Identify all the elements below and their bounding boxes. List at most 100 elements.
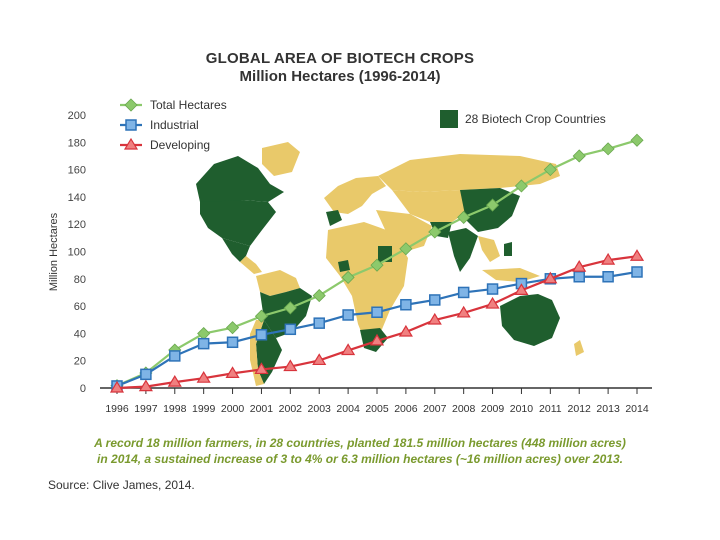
- map-burkina-faso: [338, 260, 350, 272]
- point-total-hectares: [543, 163, 557, 177]
- point-industrial: [573, 271, 585, 283]
- point-industrial: [429, 294, 441, 306]
- point-industrial: [284, 323, 297, 336]
- source-citation: Source: Clive James, 2014.: [48, 478, 195, 492]
- series-developing: [109, 249, 645, 393]
- x-tick-label: 2013: [596, 403, 620, 415]
- record-note-line-2: in 2014, a sustained increase of 3 to 4%…: [97, 452, 623, 466]
- point-developing: [572, 260, 587, 272]
- map-mexico: [222, 238, 250, 262]
- x-tick-label: 1998: [163, 403, 187, 415]
- point-total-hectares: [254, 309, 269, 323]
- point-developing: [427, 312, 442, 325]
- map-legend-label: 28 Biotech Crop Countries: [465, 112, 606, 126]
- y-axis-label: Million Hectares: [48, 212, 60, 291]
- point-total-hectares: [428, 225, 442, 239]
- map-iberia: [326, 210, 342, 226]
- x-tick-label: 1996: [105, 403, 129, 415]
- point-developing: [485, 296, 500, 309]
- point-industrial: [169, 350, 181, 362]
- point-developing: [341, 343, 356, 356]
- y-tick-label: 100: [68, 247, 86, 259]
- map-canada: [196, 156, 284, 204]
- legend-marker-developing: [123, 137, 139, 150]
- point-developing: [167, 374, 182, 387]
- world-map: [196, 142, 584, 386]
- point-total-hectares: [630, 133, 644, 147]
- y-tick-label: 40: [74, 328, 86, 340]
- point-total-hectares: [485, 198, 500, 212]
- point-total-hectares: [197, 326, 211, 341]
- x-tick-label: 2009: [481, 403, 505, 415]
- point-industrial: [602, 271, 614, 283]
- map-central-america: [240, 256, 262, 274]
- point-developing: [456, 305, 471, 318]
- point-industrial: [486, 283, 499, 295]
- x-tick-label: 2012: [568, 403, 592, 415]
- point-industrial: [631, 266, 643, 278]
- point-developing: [312, 353, 327, 366]
- x-tick-label: 2005: [365, 403, 389, 415]
- x-tick-label: 2008: [452, 403, 476, 415]
- y-tick-label: 20: [74, 356, 86, 368]
- point-total-hectares: [370, 258, 384, 272]
- point-total-hectares: [514, 179, 529, 193]
- y-tick-label: 60: [74, 301, 86, 313]
- x-tick-label: 2002: [279, 403, 303, 415]
- map-se-asia: [478, 236, 500, 262]
- point-industrial: [140, 368, 152, 381]
- map-new-zealand: [574, 340, 584, 356]
- map-europe: [324, 176, 386, 214]
- map-brazil: [260, 288, 312, 338]
- point-developing: [138, 379, 153, 392]
- point-total-hectares: [399, 242, 413, 256]
- point-developing: [629, 249, 645, 261]
- point-industrial: [313, 317, 325, 329]
- point-developing: [109, 380, 125, 393]
- chart-axes: 0 20 40 60 80 100 120 140 160 180 200 1996 1997 1998 1…: [48, 110, 652, 415]
- point-developing: [601, 252, 616, 265]
- legend-marker-industrial: [125, 119, 137, 131]
- map-russia: [378, 154, 560, 192]
- point-developing: [398, 324, 413, 337]
- point-total-hectares: [601, 142, 615, 156]
- map-china: [460, 188, 520, 232]
- x-tick-label: 2011: [539, 403, 562, 415]
- point-industrial: [197, 337, 210, 350]
- y-tick-label: 140: [68, 192, 86, 204]
- record-note-line-1: A record 18 million farmers, in 28 count…: [94, 436, 626, 450]
- point-developing: [543, 271, 558, 284]
- legend-label-total-hectares: Total Hectares: [150, 98, 227, 112]
- x-tick-label: 2000: [221, 403, 245, 415]
- point-developing: [514, 283, 529, 296]
- y-tick-label: 200: [68, 110, 86, 122]
- point-developing: [369, 333, 385, 346]
- map-indonesia: [482, 268, 540, 282]
- x-tick-label: 1997: [134, 403, 158, 415]
- y-tick-label: 0: [80, 383, 86, 395]
- y-tick-label: 160: [68, 165, 86, 177]
- x-tick-label: 2014: [625, 403, 649, 415]
- point-industrial: [400, 298, 412, 311]
- map-philippines: [504, 242, 512, 256]
- x-tick-label: 2004: [336, 403, 360, 415]
- chart-series: [109, 133, 645, 393]
- point-total-hectares: [225, 321, 240, 335]
- point-developing: [196, 371, 211, 383]
- point-total-hectares: [312, 289, 326, 303]
- x-tick-label: 2007: [423, 403, 447, 415]
- point-industrial: [371, 306, 383, 318]
- chart-legend: Total Hectares Industrial Developing 28 Bio…: [120, 98, 606, 152]
- map-australia: [500, 294, 560, 346]
- point-industrial: [342, 309, 354, 321]
- point-developing: [283, 359, 298, 372]
- y-tick-label: 120: [68, 219, 86, 231]
- point-developing: [254, 362, 269, 375]
- y-tick-label: 180: [68, 137, 86, 149]
- y-tick-label: 80: [74, 274, 86, 286]
- chart-subtitle: Million Hectares (1996-2014): [239, 68, 441, 85]
- point-total-hectares: [283, 301, 297, 315]
- point-industrial: [457, 286, 470, 299]
